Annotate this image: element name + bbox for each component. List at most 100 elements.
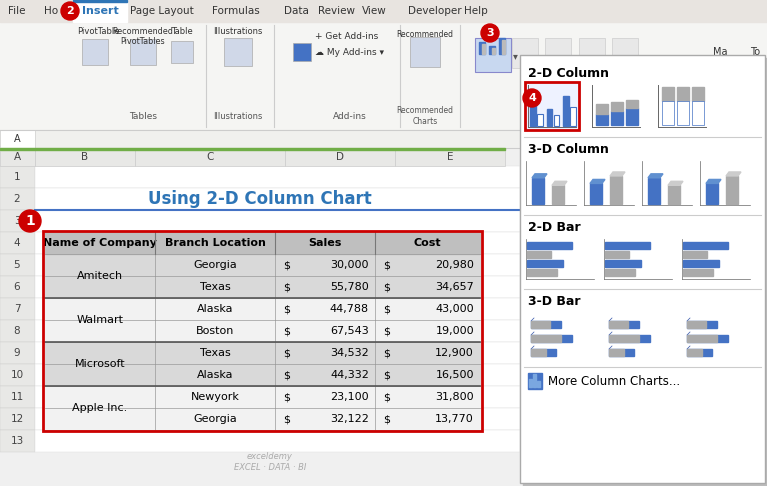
Text: 23,100: 23,100: [331, 392, 369, 402]
Text: 10: 10: [11, 370, 24, 380]
Text: 2: 2: [66, 6, 74, 16]
Text: More Column Charts...: More Column Charts...: [548, 375, 680, 387]
Text: Georgia: Georgia: [193, 414, 237, 424]
Bar: [375, 320, 480, 342]
Bar: [155, 386, 275, 408]
Text: Add-ins: Add-ins: [333, 111, 367, 121]
Polygon shape: [552, 181, 567, 185]
Bar: [706, 183, 718, 204]
Text: A: A: [14, 152, 21, 162]
Bar: [45, 232, 155, 254]
Bar: [545, 38, 571, 68]
Bar: [626, 100, 638, 107]
Bar: [375, 342, 480, 364]
Text: Help: Help: [464, 6, 488, 16]
Polygon shape: [590, 179, 605, 183]
Bar: [275, 408, 375, 430]
Bar: [683, 242, 728, 249]
Text: 6: 6: [14, 282, 20, 292]
Bar: [0, 0, 767, 22]
Bar: [531, 349, 556, 356]
Bar: [523, 58, 767, 486]
Bar: [537, 381, 540, 387]
Circle shape: [481, 24, 499, 42]
Text: 4: 4: [528, 93, 536, 103]
Text: $: $: [383, 370, 390, 380]
Text: 3-D Bar: 3-D Bar: [528, 295, 581, 308]
Text: $: $: [283, 260, 290, 270]
Polygon shape: [726, 172, 741, 176]
Bar: [155, 364, 275, 386]
Bar: [155, 320, 275, 342]
Bar: [479, 42, 485, 54]
Bar: [531, 335, 572, 342]
Bar: [590, 183, 602, 204]
Bar: [482, 44, 485, 54]
Text: Illustrations: Illustrations: [213, 111, 262, 121]
Bar: [692, 87, 704, 102]
Text: PivotTable: PivotTable: [77, 27, 119, 36]
Bar: [375, 298, 480, 320]
Text: Alaska: Alaska: [197, 304, 233, 314]
Text: $: $: [383, 392, 390, 402]
Bar: [0, 254, 35, 276]
Bar: [0, 298, 35, 320]
Bar: [0, 0, 767, 130]
Text: Page Layout: Page Layout: [130, 6, 194, 16]
Text: 20,980: 20,980: [435, 260, 474, 270]
Text: Texas: Texas: [199, 282, 230, 292]
Circle shape: [523, 89, 541, 107]
Text: View: View: [362, 6, 387, 16]
Bar: [662, 87, 674, 102]
Text: 34,657: 34,657: [435, 282, 474, 292]
Text: Developer: Developer: [408, 6, 462, 16]
Bar: [0, 342, 35, 364]
Bar: [35, 210, 520, 232]
Bar: [531, 321, 561, 328]
Bar: [35, 232, 520, 254]
Text: 11: 11: [11, 392, 24, 402]
Bar: [579, 38, 605, 68]
Bar: [275, 254, 375, 276]
Bar: [554, 115, 559, 126]
Bar: [677, 87, 689, 102]
Polygon shape: [668, 181, 683, 185]
Text: 55,780: 55,780: [331, 282, 369, 292]
Bar: [527, 260, 563, 267]
Bar: [605, 260, 641, 267]
Bar: [570, 107, 575, 126]
Text: $: $: [383, 260, 390, 270]
Text: 19,000: 19,000: [436, 326, 474, 336]
Bar: [0, 148, 505, 150]
Bar: [596, 104, 608, 114]
Polygon shape: [648, 174, 663, 178]
Bar: [0, 166, 35, 188]
Text: 1: 1: [25, 214, 35, 228]
Text: $: $: [283, 326, 290, 336]
Text: $: $: [283, 370, 290, 380]
Text: $: $: [383, 282, 390, 292]
Bar: [45, 320, 155, 342]
Text: Recommended
Charts: Recommended Charts: [397, 106, 453, 126]
Bar: [0, 320, 35, 342]
Text: 13,770: 13,770: [435, 414, 474, 424]
Bar: [0, 386, 35, 408]
Bar: [45, 364, 155, 386]
Text: 44,332: 44,332: [330, 370, 369, 380]
Bar: [525, 82, 579, 130]
Bar: [35, 430, 520, 452]
Text: 30,000: 30,000: [331, 260, 369, 270]
Bar: [171, 41, 193, 63]
Bar: [0, 276, 35, 298]
Text: exceldemy
EXCEL · DATA · BI: exceldemy EXCEL · DATA · BI: [234, 452, 306, 472]
Bar: [687, 321, 717, 328]
Polygon shape: [610, 172, 625, 176]
Text: 7: 7: [14, 304, 20, 314]
Bar: [275, 298, 375, 320]
Bar: [528, 373, 542, 389]
Bar: [0, 188, 35, 210]
Text: 5: 5: [14, 260, 20, 270]
Bar: [609, 321, 628, 328]
Bar: [275, 232, 375, 254]
Text: Sales: Sales: [308, 238, 341, 248]
